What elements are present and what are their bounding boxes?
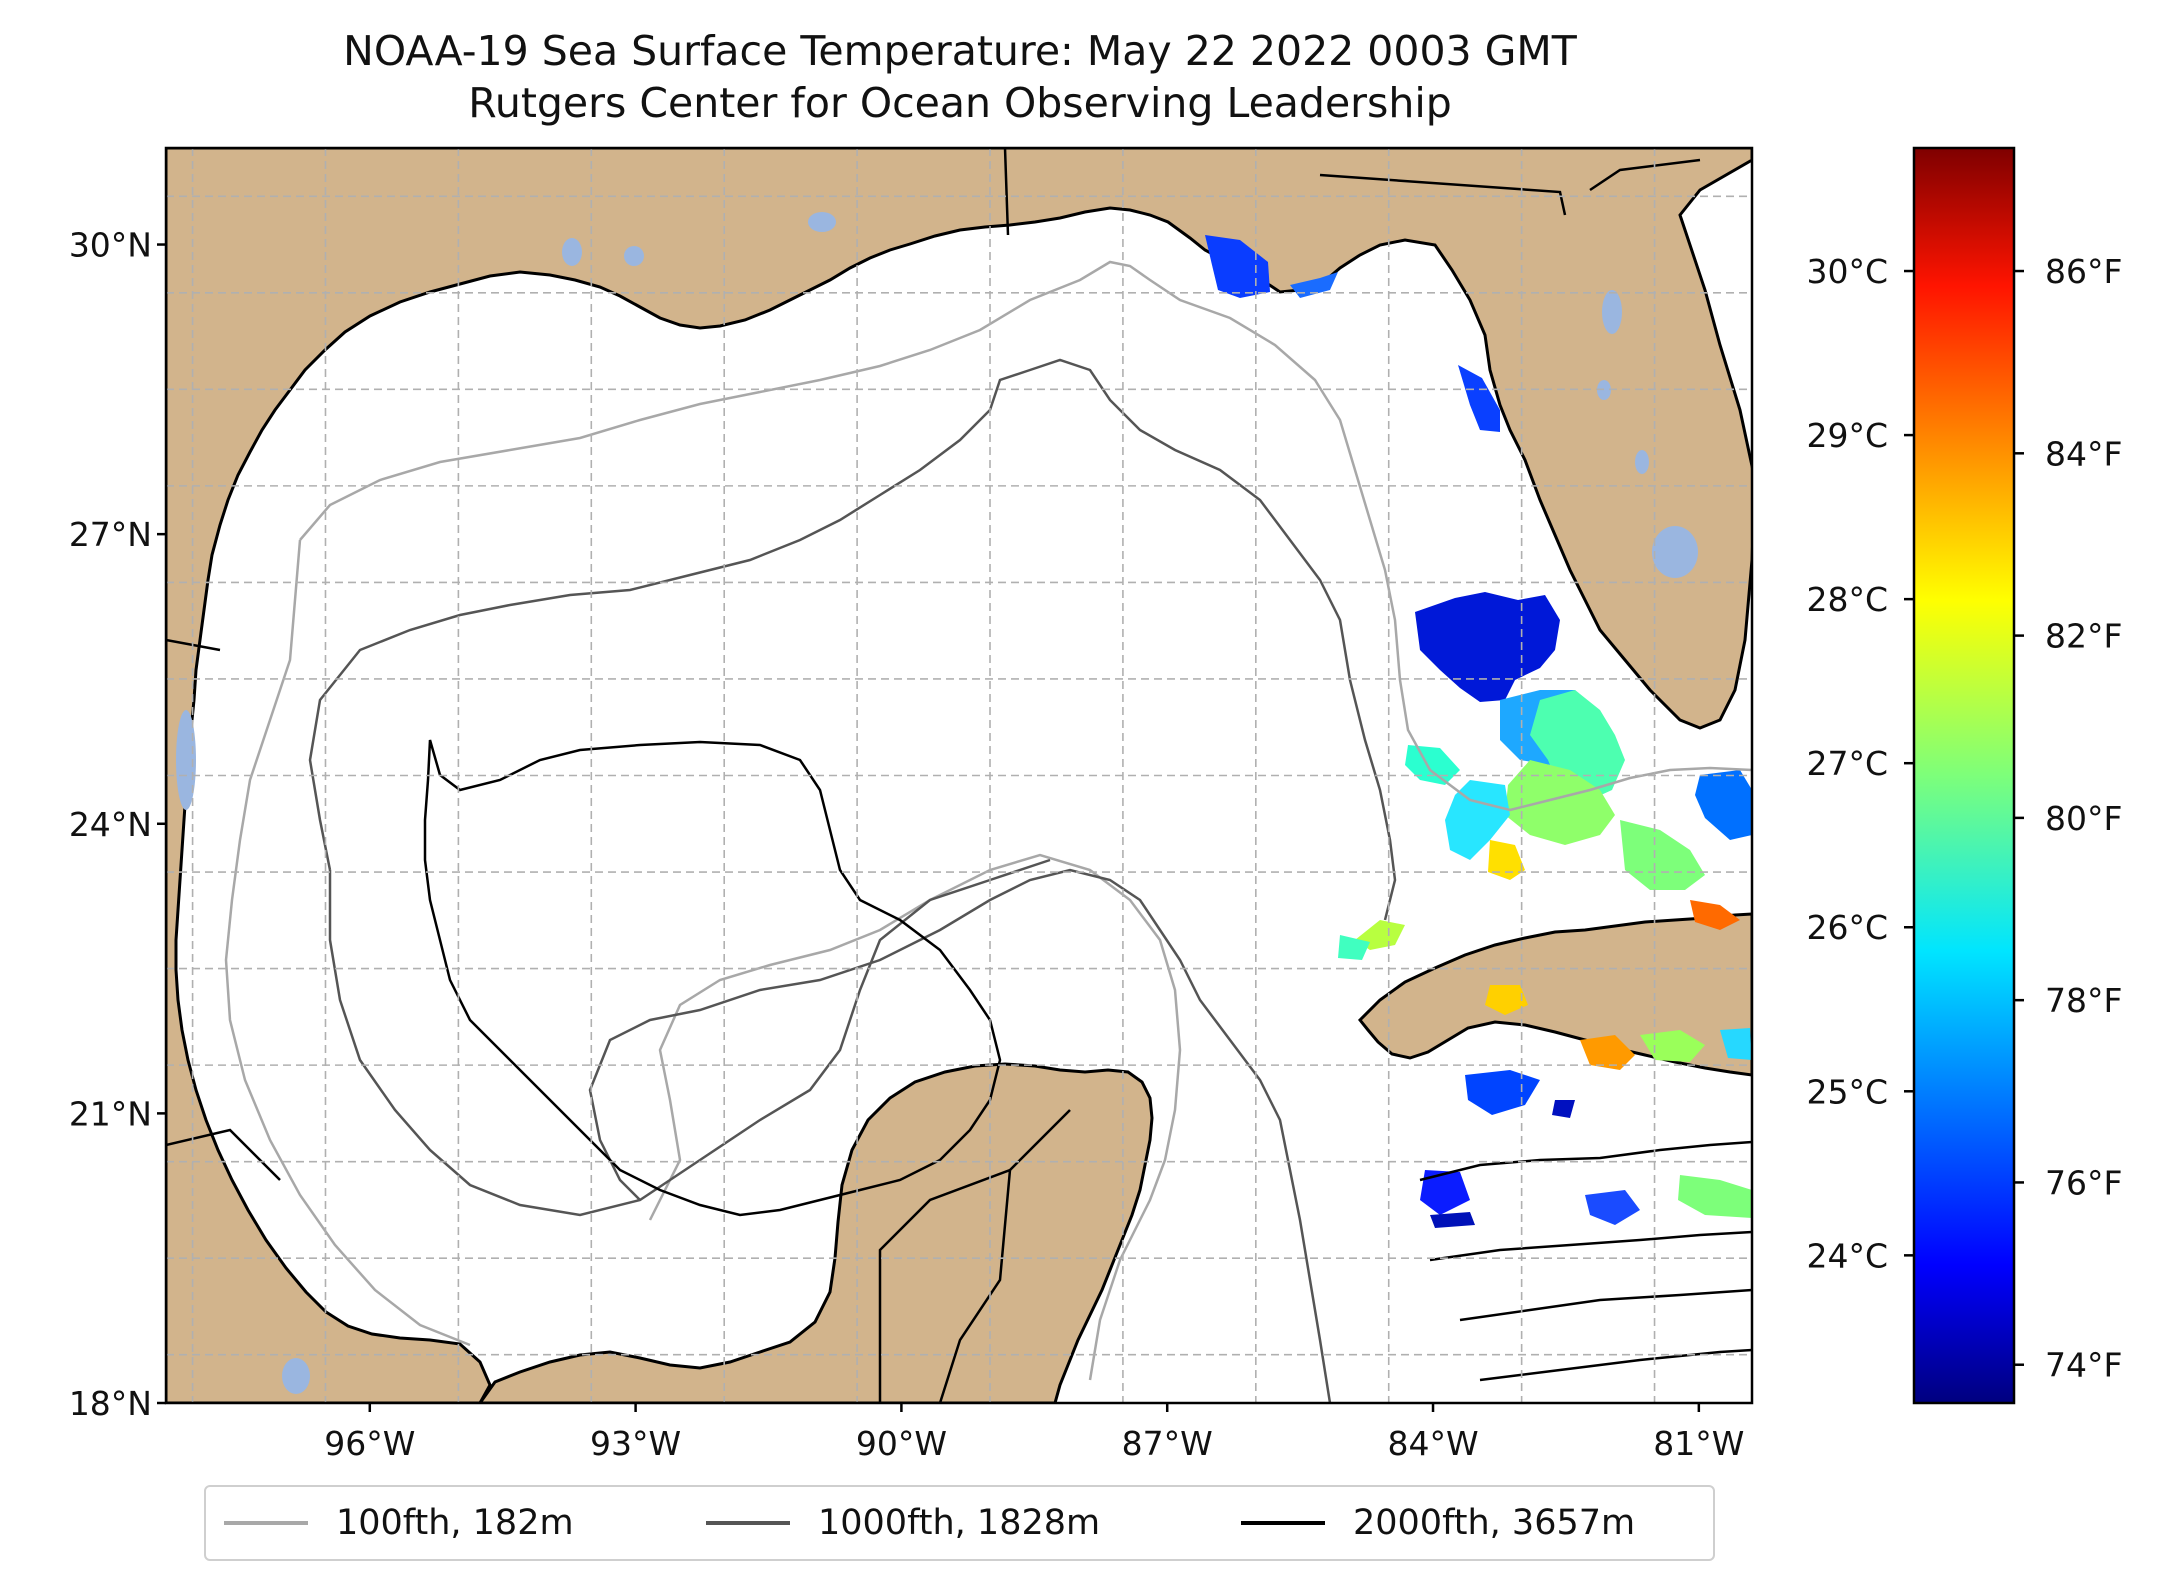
celsius-tick-label: 27°C	[1806, 744, 1888, 783]
contour-2000fth-caribbean	[1419, 1140, 1752, 1382]
legend-swatch-2000fth	[1241, 1521, 1325, 1525]
legend-item-2000fth: 2000fth, 3657m	[1241, 1487, 1635, 1559]
title-line-1: NOAA-19 Sea Surface Temperature: May 22 …	[343, 27, 1577, 75]
lon-tick-label: 96°W	[324, 1424, 415, 1463]
state-boundary	[1003, 148, 1701, 236]
contour-legend: 100fth, 182m 1000fth, 1828m 2000fth, 365…	[204, 1485, 1715, 1561]
legend-label-1000fth: 1000fth, 1828m	[818, 1503, 1101, 1543]
fahrenheit-tick-label: 80°F	[2045, 799, 2122, 838]
legend-swatch-100fth	[224, 1521, 308, 1525]
lon-tick-label: 90°W	[856, 1424, 947, 1463]
land-yucatan	[478, 1062, 1154, 1403]
map-frame	[164, 146, 1754, 1405]
contour-100fth	[224, 260, 1752, 1381]
lake-2	[1635, 450, 1649, 474]
contour-1000fth	[308, 358, 1397, 1403]
lake-1	[1602, 290, 1622, 334]
celsius-tick-label: 28°C	[1806, 580, 1888, 619]
colorbar-celsius-axis: 30°C 29°C 28°C 27°C 26°C 25°C 24°C	[1806, 252, 1914, 1275]
celsius-tick-label: 29°C	[1806, 416, 1888, 455]
lake-7	[282, 1358, 310, 1394]
fahrenheit-tick-label: 86°F	[2045, 252, 2122, 291]
lat-tick-label: 30°N	[69, 226, 152, 265]
sst-patches	[1205, 235, 1752, 1228]
lake-6	[176, 710, 196, 810]
gridlines	[166, 148, 1752, 1403]
fahrenheit-tick-label: 78°F	[2045, 981, 2122, 1020]
celsius-tick-label: 30°C	[1806, 252, 1888, 291]
colorbar-fahrenheit-axis: 86°F 84°F 82°F 80°F 78°F 76°F 74°F	[2014, 252, 2122, 1385]
lat-tick-label: 21°N	[69, 1094, 152, 1133]
lake-okeechobee	[1652, 526, 1698, 578]
fahrenheit-tick-label: 76°F	[2045, 1163, 2122, 1202]
lat-tick-label: 27°N	[69, 515, 152, 554]
lon-tick-label: 84°W	[1387, 1424, 1478, 1463]
contour-2000fth	[423, 739, 1002, 1217]
lake-8	[808, 212, 836, 232]
lon-tick-label: 81°W	[1653, 1424, 1744, 1463]
title-line-2: Rutgers Center for Ocean Observing Leade…	[468, 79, 1452, 127]
latitude-axis: 30°N 27°N 24°N 21°N 18°N	[69, 226, 166, 1423]
lat-tick-label: 18°N	[69, 1384, 152, 1423]
legend-label-100fth: 100fth, 182m	[336, 1503, 574, 1543]
lake-5	[624, 246, 644, 266]
lon-tick-label: 87°W	[1122, 1424, 1213, 1463]
lake-4	[562, 238, 582, 266]
legend-swatch-1000fth	[706, 1521, 790, 1525]
lat-tick-label: 24°N	[69, 805, 152, 844]
fahrenheit-tick-label: 74°F	[2045, 1346, 2122, 1385]
legend-label-2000fth: 2000fth, 3657m	[1353, 1503, 1636, 1543]
celsius-tick-label: 25°C	[1806, 1072, 1888, 1111]
fahrenheit-tick-label: 84°F	[2045, 434, 2122, 473]
longitude-axis: 96°W 93°W 90°W 87°W 84°W 81°W	[324, 1403, 1744, 1463]
legend-item-100fth: 100fth, 182m	[224, 1487, 574, 1559]
legend-item-1000fth: 1000fth, 1828m	[706, 1487, 1100, 1559]
colorbar	[1912, 146, 2016, 1405]
celsius-tick-label: 24°C	[1806, 1236, 1888, 1275]
celsius-tick-label: 26°C	[1806, 908, 1888, 947]
fahrenheit-tick-label: 82°F	[2045, 617, 2122, 656]
land-north-america	[166, 148, 1752, 1403]
lon-tick-label: 93°W	[590, 1424, 681, 1463]
